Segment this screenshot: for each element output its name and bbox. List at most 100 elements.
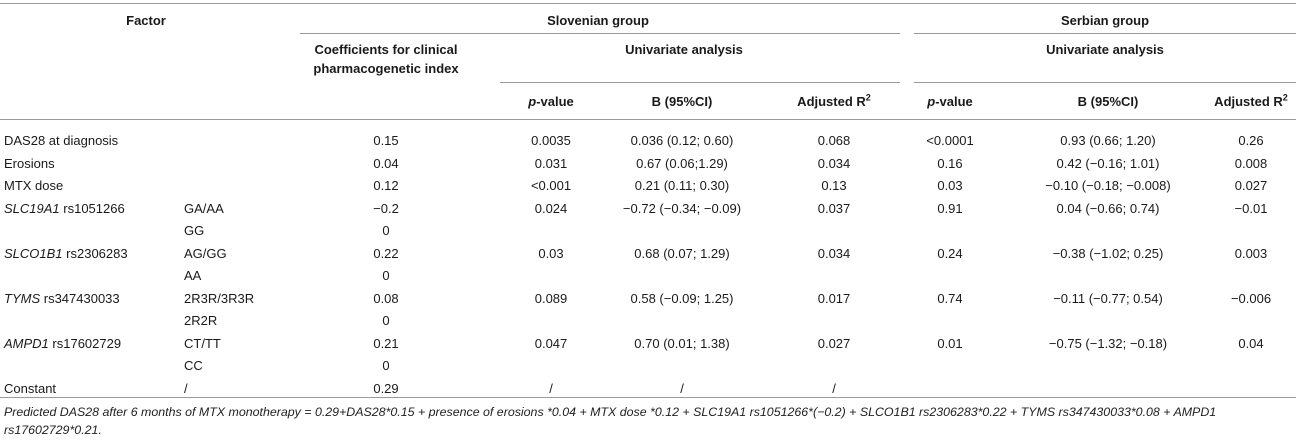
univariate-serbian-rule — [914, 82, 1296, 83]
serbian-adjusted-r2-header: Adjusted R2 — [1214, 92, 1288, 109]
univariate-slovenian-rule — [500, 82, 900, 83]
serbian-p-value-cell: <0.0001 — [926, 133, 974, 148]
slovenian-b-ci-cell: −0.72 (−0.34; −0.09) — [622, 200, 742, 216]
slovenian-p-value-cell: 0.031 — [534, 155, 568, 171]
factor-cell: SLC19A1 rs1051266 — [4, 201, 125, 217]
factor-cell: MTX dose — [4, 178, 64, 193]
gene-name: SLCO1B1 — [4, 245, 63, 261]
slovenian-adjusted-r2-cell: 0.034 — [817, 155, 851, 171]
serbian-b-ci-cell: 0.42 (−0.16; 1.01) — [1056, 155, 1160, 171]
gene-name: SLC19A1 — [4, 200, 60, 216]
slovenian-p-value-cell: 0.047 — [534, 335, 568, 351]
coefficient-cell: 0 — [382, 268, 390, 283]
slovenian-adjusted-r2-cell: 0.13 — [821, 178, 847, 193]
genotype-cell: / — [184, 380, 188, 396]
serbian-p-value-cell: 0.16 — [937, 155, 963, 171]
slovenian-adjusted-r2-cell: 0.027 — [817, 335, 851, 351]
slovenian-adjusted-r2-cell: 0.034 — [817, 245, 851, 261]
snp-id: rs17602729 — [48, 335, 122, 351]
serbian-b-ci-cell: −0.75 (−1.32; −0.18) — [1048, 335, 1168, 351]
coefficient-cell: 0 — [382, 358, 390, 373]
coefficient-cell: 0.12 — [373, 178, 399, 193]
univariate-serbian-header: Univariate analysis — [1046, 42, 1164, 57]
slovenian-adjusted-r2-cell: 0.017 — [817, 290, 851, 306]
serbian-adjusted-r2-cell: 0.008 — [1234, 155, 1268, 171]
serbian-b-ci-cell: −0.10 (−0.18; −0.008) — [1045, 178, 1171, 193]
coefficient-cell: 0 — [382, 313, 390, 328]
serbian-adjusted-r2-cell: 0.04 — [1238, 335, 1264, 351]
serbian-group-rule — [914, 33, 1296, 34]
slovenian-adjusted-r2-header: Adjusted R2 — [797, 92, 871, 109]
serbian-p-value-cell: 0.03 — [937, 178, 963, 193]
slovenian-b-ci-cell: / — [680, 380, 684, 396]
coefficients-header-line1: Coefficients for clinical — [314, 42, 458, 57]
serbian-p-value-cell: 0.91 — [937, 200, 963, 216]
slovenian-group-rule — [300, 33, 900, 34]
coefficient-cell: 0.04 — [373, 155, 399, 171]
slovenian-p-value-cell: 0.0035 — [531, 133, 571, 148]
serbian-adjusted-r2-cell: 0.027 — [1234, 178, 1268, 193]
serbian-p-value-header: p-value — [927, 94, 973, 109]
factor-cell: DAS28 at diagnosis — [4, 133, 119, 148]
serbian-adjusted-r2-cell: −0.01 — [1234, 200, 1268, 216]
serbian-p-value-cell: 0.24 — [937, 245, 963, 261]
serbian-adjusted-r2-cell: −0.006 — [1230, 290, 1272, 306]
genotype-cell: 2R2R — [184, 313, 218, 328]
genotype-cell: GG — [184, 223, 205, 238]
coefficient-cell: 0 — [382, 223, 390, 238]
top-rule — [0, 3, 1296, 4]
serbian-p-value-cell: 0.74 — [937, 290, 963, 306]
univariate-slovenian-header: Univariate analysis — [625, 42, 743, 57]
genotype-cell: AG/GG — [184, 245, 227, 261]
serbian-b-ci-header: B (95%CI) — [1077, 94, 1139, 109]
slovenian-adjusted-r2-cell: 0.068 — [817, 133, 851, 148]
factor-header: Factor — [126, 13, 166, 28]
genotype-cell: AA — [184, 268, 202, 283]
serbian-b-ci-cell: 0.04 (−0.66; 0.74) — [1056, 200, 1160, 216]
genotype-cell: CC — [184, 358, 203, 373]
coefficient-cell: −0.2 — [373, 200, 399, 216]
table-bottom-rule — [0, 397, 1296, 398]
coefficient-cell: 0.29 — [373, 380, 399, 396]
slovenian-b-ci-cell: 0.70 (0.01; 1.38) — [634, 335, 730, 351]
factor-cell: TYMS rs347430033 — [4, 291, 120, 307]
factor-cell: SLCO1B1 rs2306283 — [4, 246, 128, 262]
snp-id: rs347430033 — [40, 290, 120, 306]
slovenian-p-value-cell: <0.001 — [530, 178, 572, 193]
slovenian-b-ci-cell: 0.68 (0.07; 1.29) — [634, 245, 730, 261]
serbian-p-value-cell: 0.01 — [937, 335, 963, 351]
genotype-cell: 2R3R/3R3R — [184, 290, 255, 306]
genotype-cell: GA/AA — [184, 200, 224, 216]
slovenian-b-ci-header: B (95%CI) — [651, 94, 713, 109]
slovenian-p-value-header: p-value — [528, 94, 574, 109]
gene-name: AMPD1 — [4, 335, 49, 351]
slovenian-adjusted-r2-cell: / — [832, 380, 836, 396]
coefficient-cell: 0.22 — [373, 245, 399, 261]
slovenian-p-value-cell: 0.03 — [538, 245, 564, 261]
slovenian-b-ci-cell: 0.21 (0.11; 0.30) — [634, 178, 730, 193]
table-footnote: Predicted DAS28 after 6 months of MTX mo… — [4, 405, 1217, 437]
factor-cell: Constant — [4, 380, 57, 396]
snp-id: rs2306283 — [62, 245, 128, 261]
coefficient-cell: 0.08 — [373, 290, 399, 306]
slovenian-b-ci-cell: 0.036 (0.12; 0.60) — [630, 133, 734, 148]
slovenian-p-value-cell: 0.089 — [534, 290, 568, 306]
slovenian-p-value-cell: / — [549, 380, 553, 396]
slovenian-b-ci-cell: 0.58 (−0.09; 1.25) — [630, 290, 734, 306]
gene-name: TYMS — [4, 290, 41, 306]
genotype-cell: CT/TT — [184, 335, 221, 351]
slovenian-p-value-cell: 0.024 — [534, 200, 568, 216]
snp-id: rs1051266 — [59, 200, 125, 216]
slovenian-adjusted-r2-cell: 0.037 — [817, 200, 851, 216]
coefficient-cell: 0.15 — [373, 133, 399, 148]
serbian-adjusted-r2-cell: 0.26 — [1238, 133, 1264, 148]
serbian-adjusted-r2-cell: 0.003 — [1234, 245, 1268, 261]
header-bottom-rule — [0, 119, 1296, 120]
serbian-b-ci-cell: −0.38 (−1.02; 0.25) — [1052, 245, 1164, 261]
serbian-b-ci-cell: −0.11 (−0.77; 0.54) — [1053, 290, 1163, 306]
factor-cell: AMPD1 rs17602729 — [4, 336, 121, 352]
serbian-b-ci-cell: 0.93 (0.66; 1.20) — [1060, 133, 1156, 148]
factor-cell: Erosions — [4, 155, 55, 171]
coefficient-cell: 0.21 — [373, 335, 399, 351]
coefficients-header-line2: pharmacogenetic index — [313, 61, 459, 76]
